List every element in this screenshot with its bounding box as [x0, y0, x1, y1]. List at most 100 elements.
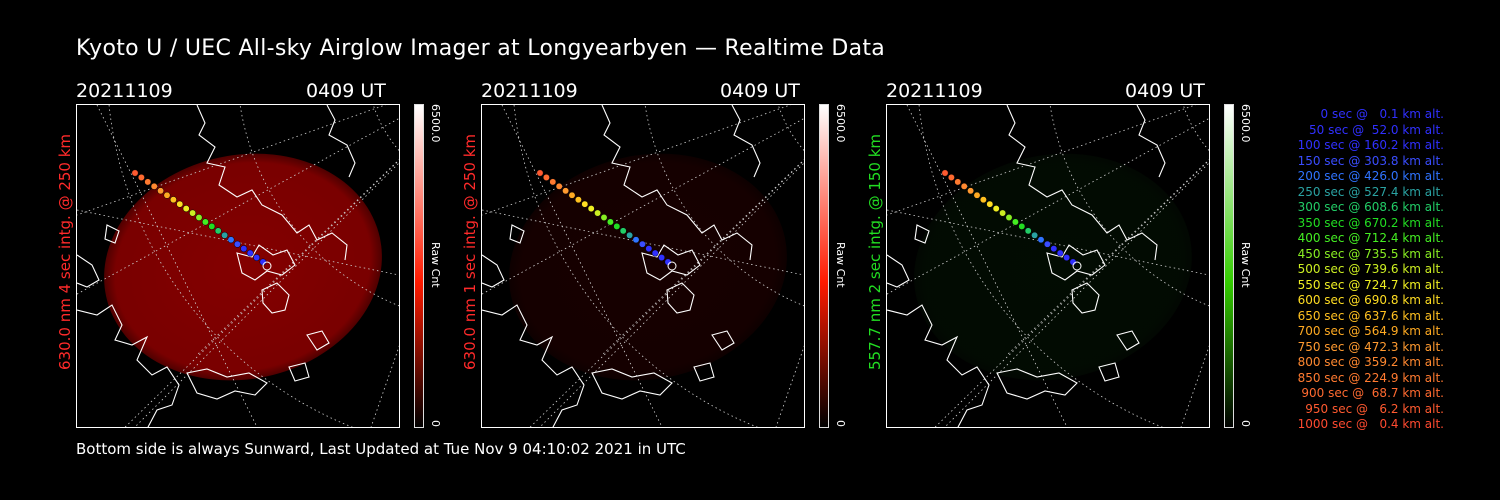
- panel-3-colorbar-unit: Raw Cnt: [1239, 242, 1252, 288]
- legend-row: 50 sec @ 52.0 km alt.: [1309, 122, 1444, 137]
- track-point: [195, 214, 203, 221]
- track-point: [1031, 231, 1039, 239]
- track-point: [941, 169, 949, 177]
- track-point: [562, 187, 570, 195]
- coastline-map: [887, 105, 1166, 427]
- track-point: [176, 200, 184, 208]
- legend-row: 550 sec @ 724.7 km alt.: [1297, 277, 1444, 292]
- panel-2-colorbar: [819, 104, 829, 428]
- panel-3-colorbar-max: 6500.0: [1239, 104, 1252, 143]
- track-point: [638, 240, 646, 248]
- panel-3-date: 20211109: [886, 80, 983, 102]
- track-point: [947, 174, 955, 181]
- legend-row: 0 sec @ 0.1 km alt.: [1320, 107, 1445, 121]
- track-point: [1011, 218, 1019, 226]
- legend-row: 900 sec @ 68.7 km alt.: [1301, 386, 1444, 400]
- panel-2-wavelength-label: 630.0 nm 1 sec intg. @ 250 km: [461, 133, 479, 370]
- track-point: [619, 227, 627, 235]
- track-point: [613, 222, 621, 230]
- legend-row: 300 sec @ 608.6 km alt.: [1297, 200, 1444, 214]
- track-point: [549, 178, 557, 186]
- panel-1-wavelength-label: 630.0 nm 4 sec intg. @ 250 km: [56, 133, 74, 370]
- track-point: [253, 254, 261, 262]
- track-point: [986, 200, 994, 208]
- track-point: [1024, 227, 1032, 235]
- altitude-legend: 0 sec @ 0.1 km alt. 50 sec @ 52.0 km alt.…: [1262, 107, 1444, 433]
- track-point: [201, 218, 209, 226]
- track-point: [163, 191, 171, 199]
- panel-3-colorbar-min: 0: [1239, 420, 1252, 427]
- track-point: [632, 236, 640, 244]
- track-point: [967, 187, 975, 195]
- panel-3-wavelength-label: 557.7 nm 2 sec intg. @ 150 km: [866, 133, 884, 370]
- allsky-image-panel-3: [886, 104, 1210, 428]
- panel-2-time: 0409 UT: [720, 80, 800, 102]
- track-point: [227, 236, 235, 244]
- track-point: [214, 227, 222, 235]
- airglow-emission-area: [104, 153, 382, 381]
- track-point: [651, 249, 659, 257]
- station-marker: [262, 261, 272, 271]
- map-graticule: [887, 105, 1209, 427]
- track-point: [131, 169, 139, 177]
- track-point: [144, 178, 152, 186]
- track-point: [600, 214, 608, 221]
- track-point: [645, 245, 653, 253]
- legend-row: 850 sec @ 224.9 km alt.: [1297, 370, 1444, 385]
- legend-row: 400 sec @ 712.4 km alt.: [1297, 231, 1444, 245]
- track-point: [150, 182, 158, 190]
- legend-row: 200 sec @ 426.0 km alt.: [1297, 169, 1444, 183]
- map-graticule: [482, 105, 804, 427]
- track-point: [555, 182, 563, 190]
- station-marker: [667, 261, 677, 271]
- panel-3-time: 0409 UT: [1125, 80, 1205, 102]
- legend-row: 500 sec @ 739.6 km alt.: [1297, 262, 1444, 276]
- track-point: [992, 205, 1000, 213]
- track-point: [1050, 245, 1058, 253]
- panel-1-colorbar: [414, 104, 424, 428]
- legend-row: 650 sec @ 637.6 km alt.: [1297, 308, 1444, 323]
- map-graticule: [77, 105, 399, 427]
- track-point: [999, 209, 1007, 217]
- airglow-emission-area: [914, 153, 1192, 381]
- legend-row: 800 sec @ 359.2 km alt.: [1297, 355, 1444, 369]
- coastline-map: [77, 105, 356, 427]
- track-point: [581, 200, 589, 208]
- legend-row: 350 sec @ 670.2 km alt.: [1297, 215, 1444, 230]
- track-point: [979, 196, 987, 204]
- trajectory-track: [941, 169, 1082, 271]
- track-point: [1056, 249, 1064, 257]
- track-point: [1005, 214, 1013, 221]
- legend-row: 150 sec @ 303.8 km alt.: [1297, 153, 1444, 168]
- track-point: [1018, 222, 1026, 230]
- legend-row: 700 sec @ 564.9 km alt.: [1297, 324, 1444, 338]
- station-marker: [1072, 261, 1082, 271]
- track-point: [568, 191, 576, 199]
- track-point: [1043, 240, 1051, 248]
- track-point: [221, 231, 229, 239]
- track-point: [157, 187, 165, 195]
- legend-row: 950 sec @ 6.2 km alt.: [1305, 401, 1444, 416]
- track-point: [208, 222, 216, 230]
- track-point: [233, 240, 241, 248]
- track-point: [626, 231, 634, 239]
- legend-row: 450 sec @ 735.5 km alt.: [1297, 246, 1444, 261]
- track-point: [240, 245, 248, 253]
- panel-1-time: 0409 UT: [306, 80, 386, 102]
- legend-row: 750 sec @ 472.3 km alt.: [1297, 339, 1444, 354]
- track-point: [574, 196, 582, 204]
- track-point: [536, 169, 544, 177]
- track-point: [594, 209, 602, 217]
- track-point: [587, 205, 595, 213]
- coastline-map: [482, 105, 761, 427]
- track-point: [169, 196, 177, 204]
- track-point: [1063, 254, 1071, 262]
- track-point: [960, 182, 968, 190]
- panel-2-date: 20211109: [481, 80, 578, 102]
- panel-2-colorbar-min: 0: [834, 420, 847, 427]
- track-point: [246, 249, 254, 257]
- trajectory-track: [536, 169, 677, 271]
- track-point: [606, 218, 614, 226]
- legend-row: 1000 sec @ 0.4 km alt.: [1297, 417, 1444, 431]
- trajectory-track: [131, 169, 272, 271]
